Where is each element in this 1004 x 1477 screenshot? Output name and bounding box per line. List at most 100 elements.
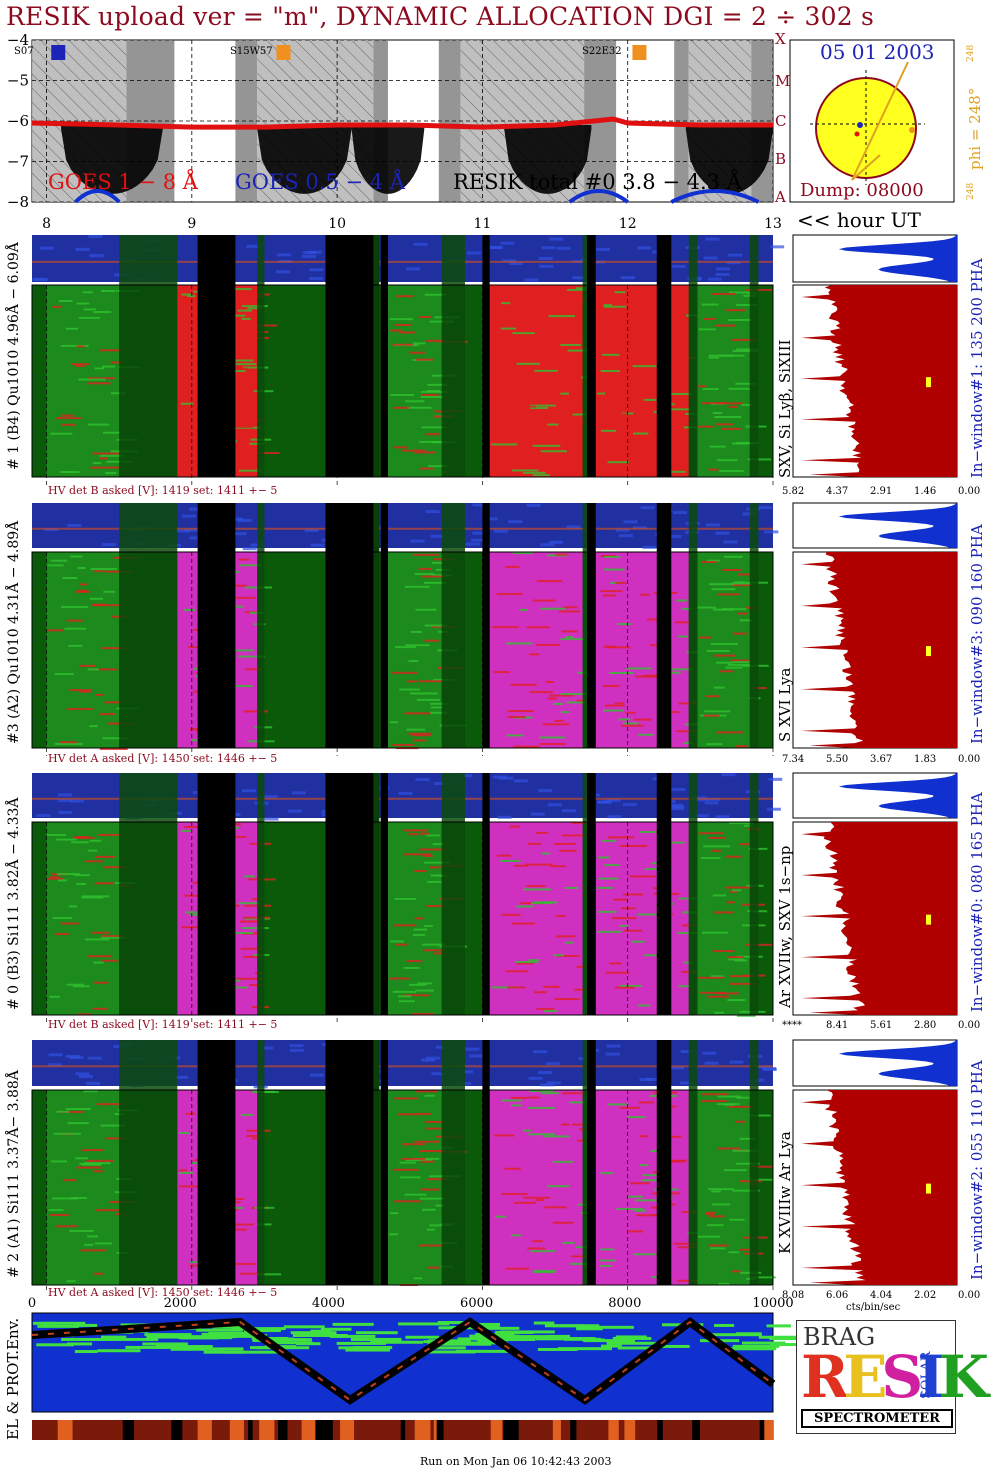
spectrogram-streak (83, 1090, 98, 1093)
pha-noise (715, 272, 730, 276)
spectrogram-streak (522, 1196, 551, 1199)
spectrogram-streak (60, 922, 79, 925)
spectrogram-streak (749, 1276, 776, 1279)
spectrogram-streak (732, 1189, 760, 1192)
spectrogram-streak (389, 721, 398, 724)
env-streak (180, 1336, 219, 1340)
pha-noise (561, 809, 576, 813)
pha-noise (640, 506, 655, 510)
spectrogram-streak (404, 1193, 427, 1196)
pha-noise (242, 547, 257, 551)
time-tick-label: 8000 (608, 1296, 641, 1311)
spectrogram-segment (489, 822, 583, 1015)
spectrogram-streak (667, 1159, 687, 1162)
spectrogram-streak (71, 841, 89, 844)
spectrogram-streak (62, 576, 78, 579)
spectrogram-streak (71, 363, 90, 366)
spectrogram-streak (426, 1266, 440, 1269)
spectrogram-streak (710, 975, 724, 978)
spectrogram-streak (619, 1106, 641, 1109)
goes-ytick: −4 (7, 31, 29, 49)
env-streak (706, 1333, 762, 1337)
pha-noise (246, 244, 261, 248)
hist-xtick: 0.00 (958, 486, 981, 497)
spectrogram-streak (530, 1250, 556, 1253)
env-streak (196, 1328, 243, 1332)
eclipse-column (656, 503, 672, 748)
spectrogram-streak (392, 406, 409, 409)
spectrogram-streak (562, 1092, 584, 1095)
spectrogram-streak (597, 930, 622, 933)
spectrogram-streak (603, 568, 625, 571)
spectrogram-streak (105, 472, 117, 475)
eclipse-column (482, 773, 490, 1015)
time-tick-label: 10000 (752, 1296, 793, 1311)
pha-noise (241, 789, 256, 793)
hist-xtick: 2.80 (914, 1020, 937, 1031)
env-label: EL & PROT.Env. (4, 1317, 22, 1440)
spectrogram-streak (185, 1112, 196, 1115)
spectrogram-streak (505, 565, 520, 568)
spectrogram-streak (728, 387, 751, 390)
hist-xtick: 4.04 (870, 1290, 893, 1301)
pha-noise (434, 782, 449, 786)
spectrogram-streak (405, 1159, 433, 1162)
spectrogram-streak (527, 405, 537, 408)
pha-noise (620, 276, 635, 280)
spectrogram-streak (567, 288, 594, 291)
env-streak (405, 1335, 440, 1339)
env-streak (146, 1335, 195, 1339)
hour-tick-label: 13 (764, 216, 782, 232)
spectrogram-streak (532, 1240, 543, 1243)
hist-xtick: 0.00 (958, 1290, 981, 1301)
sun-spot (854, 131, 860, 137)
spectrogram-streak (624, 929, 643, 932)
spectrogram-streak (709, 1215, 725, 1218)
bottom-strip-mark (692, 1420, 700, 1440)
spectrogram-streak (429, 1175, 442, 1178)
spectrogram-streak (233, 596, 256, 599)
spectrogram-streak (420, 395, 444, 398)
pha-noise (58, 810, 73, 814)
sun-spot (909, 127, 915, 133)
spectrogram-streak (607, 836, 635, 839)
spectrogram-streak (236, 836, 247, 839)
pha-noise (75, 247, 90, 251)
spectrogram-streak (747, 458, 772, 461)
spectrogram-streak (743, 824, 753, 827)
spectrogram-streak (238, 469, 262, 472)
bottom-strip-mark (229, 1420, 245, 1440)
env-streak (468, 1322, 501, 1326)
env-streak (656, 1344, 690, 1348)
pha-noise (67, 523, 82, 527)
spectrogram-streak (55, 1225, 79, 1228)
spectrogram-streak (633, 432, 649, 435)
spectrogram-streak (236, 977, 264, 980)
spectrogram-streak (69, 1229, 94, 1232)
spectrogram-streak (241, 305, 268, 308)
spectrogram-streak (413, 1277, 423, 1280)
spectrogram-streak (78, 690, 92, 693)
spectrogram-streak (705, 1211, 717, 1214)
spectrogram-streak (636, 1214, 656, 1217)
spectrogram-frame (31, 1089, 774, 1286)
pha-noise (425, 1056, 440, 1060)
spectrogram-streak (89, 597, 103, 600)
sun-spot (857, 122, 863, 128)
spectrogram-streak (101, 935, 125, 938)
spectrogram-streak (729, 890, 738, 893)
pha-noise (497, 815, 512, 819)
spectrogram-streak (53, 1132, 81, 1135)
spectrogram-streak (732, 1270, 741, 1273)
goes-0.5-4-series (74, 189, 121, 204)
spectrogram-streak (110, 392, 126, 395)
eclipse-column (482, 235, 490, 477)
spectrogram-streak (243, 955, 260, 958)
spectrogram-streak (621, 412, 634, 415)
pha-noise (632, 526, 647, 530)
spectrogram-segment (489, 552, 583, 748)
env-streak (36, 1343, 74, 1347)
spectrogram-streak (730, 584, 753, 587)
spectrogram-streak (728, 405, 738, 408)
spectrogram-streak (736, 1014, 756, 1017)
